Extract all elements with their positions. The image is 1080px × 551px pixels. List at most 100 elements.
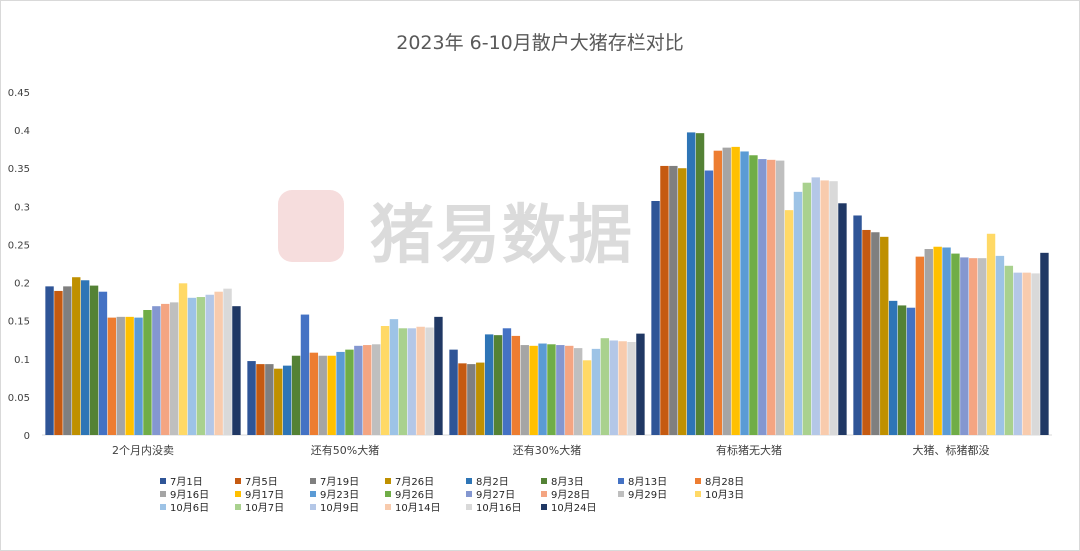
legend-swatch: [541, 478, 547, 484]
bar: [986, 233, 996, 435]
bar: [214, 291, 223, 435]
bar: [636, 333, 645, 435]
legend-label: 7月1日: [170, 476, 203, 488]
legend-label: 10月9日: [320, 502, 359, 514]
bar: [838, 203, 847, 435]
bar: [775, 160, 785, 435]
bar: [547, 344, 556, 435]
bar: [363, 345, 372, 435]
bar: [143, 309, 152, 435]
legend-swatch: [466, 478, 472, 484]
bar: [1040, 252, 1049, 435]
chart-title: 2023年 6-10月散户大猪存栏对比: [396, 32, 684, 54]
bar: [609, 340, 618, 435]
bar: [318, 355, 327, 435]
x-category-label: 大猪、标猪都没: [913, 443, 990, 457]
bar: [686, 132, 696, 436]
legend-label: 8月13日: [628, 476, 667, 488]
legend-label: 10月14日: [395, 502, 440, 514]
bar: [389, 319, 399, 435]
bar: [627, 342, 636, 435]
bar: [660, 165, 669, 436]
bar: [1031, 273, 1040, 435]
legend-swatch: [385, 478, 391, 484]
legend-label: 9月23日: [320, 489, 359, 501]
x-category-label: 还有30%大猪: [513, 443, 581, 457]
bar: [434, 316, 443, 435]
bar: [591, 348, 601, 435]
bar: [125, 316, 134, 435]
legend-label: 10月24日: [551, 502, 596, 514]
legend-label: 9月26日: [395, 489, 434, 501]
bar: [651, 200, 660, 435]
bar: [767, 159, 776, 436]
bar: [740, 151, 749, 435]
legend-label: 9月28日: [551, 489, 590, 501]
bar: [695, 133, 705, 435]
bar: [678, 168, 687, 435]
bar: [618, 341, 627, 435]
bar: [600, 338, 610, 435]
bar: [256, 364, 265, 435]
bar: [915, 256, 925, 435]
bar: [793, 191, 803, 435]
bar: [161, 303, 170, 435]
bar: [582, 360, 592, 435]
bar: [345, 349, 354, 435]
y-tick-label: 0.4: [14, 126, 30, 137]
bar: [880, 236, 889, 435]
y-tick-label: 0.2: [14, 279, 30, 290]
legend-swatch: [385, 491, 391, 497]
bar: [63, 286, 72, 435]
bar: [529, 345, 538, 435]
bar: [449, 349, 458, 435]
bar: [493, 335, 503, 435]
bar: [205, 294, 214, 435]
bar: [484, 334, 494, 435]
legend-swatch: [310, 504, 316, 510]
bar: [98, 291, 108, 435]
bar: [1022, 272, 1031, 435]
bar: [906, 307, 916, 435]
bar: [511, 335, 521, 435]
bar: [897, 305, 907, 435]
bar: [196, 297, 206, 435]
x-category-label: 2个月内没卖: [112, 443, 174, 457]
bar: [467, 364, 476, 435]
y-tick-label: 0.1: [14, 355, 30, 366]
bar: [853, 215, 862, 435]
bar: [265, 364, 274, 435]
bar: [45, 286, 54, 435]
bar: [969, 258, 978, 435]
watermark-text: 猪易数据: [370, 199, 634, 273]
legend-label: 9月27日: [476, 489, 515, 501]
bar: [274, 368, 283, 435]
bar: [354, 345, 363, 435]
bar: [1004, 265, 1014, 435]
legend-swatch: [235, 504, 241, 510]
bar: [152, 306, 161, 435]
y-tick-label: 0.05: [8, 393, 30, 404]
bar: [476, 362, 485, 435]
bar: [713, 150, 723, 436]
bar: [178, 283, 188, 435]
bar: [223, 288, 232, 435]
legend-label: 8月28日: [705, 476, 744, 488]
bar: [282, 365, 292, 435]
y-tick-label: 0.35: [8, 164, 30, 175]
bar: [758, 159, 767, 435]
legend-label: 7月5日: [245, 476, 278, 488]
legend-swatch: [695, 491, 701, 497]
bar: [416, 326, 425, 435]
bar: [247, 361, 256, 435]
legend-swatch: [618, 478, 624, 484]
legend-swatch: [541, 491, 547, 497]
bar: [116, 316, 125, 435]
legend-swatch: [466, 491, 472, 497]
bar: [888, 300, 898, 435]
bar: [942, 247, 951, 435]
bar: [425, 327, 434, 435]
legend-label: 10月16日: [476, 502, 521, 514]
legend-label: 9月29日: [628, 489, 667, 501]
bar: [309, 352, 319, 435]
